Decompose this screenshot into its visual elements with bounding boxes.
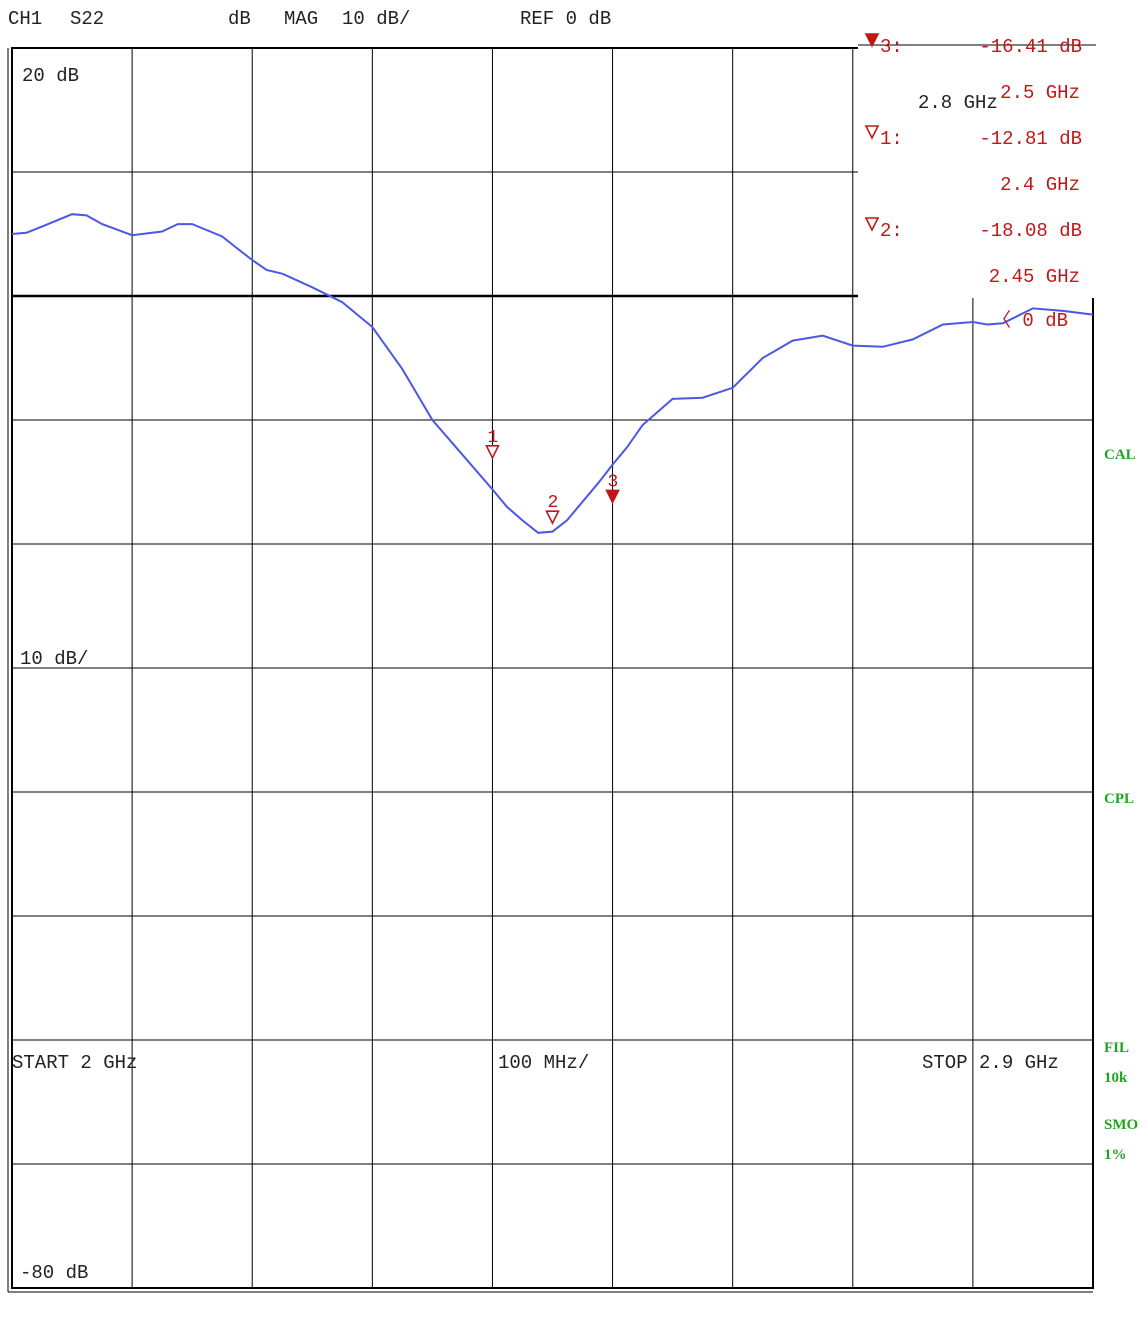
marker-3-symbol xyxy=(605,489,620,505)
y-tick-label-top: 20 dB xyxy=(22,65,79,87)
readout-marker-1-frequency: 2.4 GHz xyxy=(1000,174,1080,196)
channel-label: CH1 xyxy=(8,8,43,30)
marker-1-symbol xyxy=(485,445,500,460)
measurement-trace xyxy=(11,213,1094,534)
y-tick-label-bottom-bg xyxy=(14,1258,114,1282)
readout-marker-2-label: 2: xyxy=(880,220,903,242)
marker-2-number: 2 xyxy=(548,493,559,513)
marker-1-number: 1 xyxy=(487,428,498,448)
readout-marker-2-frequency: 2.45 GHz xyxy=(989,266,1080,288)
parameter-label: S22 xyxy=(70,8,105,30)
smoothing-value-label: 1% xyxy=(1104,1147,1127,1163)
reference-label: REF 0 dB xyxy=(520,8,612,30)
marker-readout-background xyxy=(858,44,1098,298)
filter-status-label: FIL xyxy=(1104,1040,1130,1056)
y-tick-label-scale: 10 dB/ xyxy=(20,648,88,670)
readout-marker-1-value: -12.81 dB xyxy=(979,128,1082,150)
cpl-status-label: CPL xyxy=(1104,791,1134,807)
y-tick-label-bottom: -80 dB xyxy=(20,1262,88,1284)
span-per-division-label: 100 MHz/ xyxy=(498,1052,590,1074)
unit-label: dB xyxy=(228,8,251,30)
readout-marker-3-frequency: 2.5 GHz xyxy=(1000,82,1080,104)
filter-value-label: 10k xyxy=(1104,1070,1128,1086)
readout-marker-2-symbol xyxy=(864,217,880,232)
readout-marker-3-label: 3: xyxy=(880,36,903,58)
readout-marker-1-label: 1: xyxy=(880,128,903,150)
scale-label: 10 dB/ xyxy=(342,8,411,30)
format-label: MAG xyxy=(284,8,319,30)
readout-marker-3-symbol xyxy=(864,33,880,48)
marker-3-number: 3 xyxy=(608,472,619,492)
readout-marker-2-value: -18.08 dB xyxy=(979,220,1082,242)
start-frequency-label: START 2 GHz xyxy=(12,1052,138,1074)
stop-frequency-label: STOP 2.9 GHz xyxy=(922,1052,1059,1074)
cal-status-label: CAL xyxy=(1104,447,1136,463)
readout-marker-1-symbol xyxy=(864,125,880,140)
readout-marker-3-value: -16.41 dB xyxy=(979,36,1082,58)
smoothing-status-label: SMO xyxy=(1104,1117,1139,1133)
stray-frequency-label: 2.8 GHz xyxy=(918,92,998,114)
marker-2-symbol xyxy=(545,510,560,525)
y-tick-label-mid-bg xyxy=(14,646,124,666)
reference-indicator: 〈 0 dB xyxy=(992,309,1068,332)
